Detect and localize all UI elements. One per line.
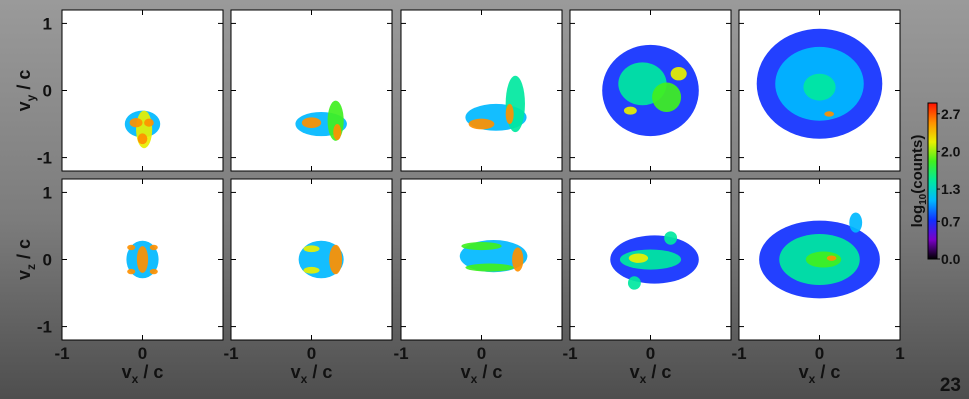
panel-r2-c3	[400, 178, 563, 341]
panel-r1-c4	[569, 9, 732, 172]
x-axis-label: vx / c	[799, 362, 841, 386]
density-blob-4	[303, 266, 320, 274]
panel-r1-c5	[738, 9, 901, 172]
x-tick-label: 0	[138, 344, 147, 363]
density-blob-3	[628, 253, 649, 263]
tick-marks	[230, 10, 393, 171]
page-number: 23	[939, 375, 961, 396]
density-blob-6	[149, 268, 158, 275]
y-tick-label: 1	[43, 183, 52, 202]
x-axis-label: vx / c	[461, 362, 503, 386]
colorbar: 2.7 2.0 1.3 0.7 0.0 log10(counts)	[909, 102, 961, 267]
density-blob-2	[136, 246, 149, 273]
tick-marks	[400, 10, 563, 171]
density-blob-3	[652, 82, 682, 112]
colorbar-scale	[927, 102, 938, 260]
y-tick-label: 0	[43, 251, 52, 270]
y-tick-label: 1	[43, 14, 52, 33]
density-blob-5	[137, 133, 148, 145]
x-tick-label: 0	[646, 344, 655, 363]
density-map	[759, 212, 880, 299]
density-map	[459, 240, 528, 273]
tick-marks	[738, 179, 901, 340]
panel-r2-c1	[61, 178, 224, 341]
density-blob-4	[824, 111, 834, 117]
density-map	[298, 240, 344, 279]
density-blob-4	[512, 247, 524, 272]
tick-marks	[61, 179, 224, 340]
density-map	[124, 110, 161, 149]
colorbar-tick-label: 2.0	[941, 143, 961, 159]
density-blob-4	[670, 67, 687, 81]
tick-marks	[230, 179, 393, 340]
density-blob-3	[805, 251, 842, 268]
density-map	[610, 231, 699, 290]
panel-r1-c1	[61, 9, 224, 172]
colorbar-tick-label: 1.3	[941, 181, 961, 197]
panel-background	[401, 10, 562, 171]
density-blob-4	[149, 244, 158, 251]
panel-r2-c2	[230, 178, 393, 341]
tick-marks	[569, 10, 732, 171]
axis-labels: 10-1vy / c10-1vz / c-1 0vx / c-1 0vx / c-1…	[14, 14, 905, 386]
colorbar-label: log10(counts)	[909, 135, 929, 228]
y-tick-label: -1	[37, 149, 52, 168]
x-axis-label: vx / c	[291, 362, 333, 386]
panel-r1-c3	[400, 9, 563, 172]
x-axis-label: vx / c	[122, 362, 164, 386]
colorbar-tick-label: 0.0	[941, 251, 961, 267]
density-blob-3	[465, 263, 514, 272]
density-blob-3	[127, 244, 136, 251]
density-blob-4	[826, 255, 837, 261]
panel-r2-c5	[738, 178, 901, 341]
tick-marks	[738, 10, 901, 171]
density-map	[602, 44, 699, 137]
density-blob-4	[627, 276, 641, 290]
density-blob-2	[329, 244, 343, 275]
colorbar-tick-label: 2.7	[941, 106, 961, 122]
y-axis-label: vz / c	[14, 239, 38, 280]
panel-background	[231, 10, 392, 171]
density-blob-4	[144, 118, 154, 127]
x-tick-label: 0	[477, 344, 486, 363]
x-tick-label: 1	[895, 344, 904, 363]
x-tick-label: 0	[815, 344, 824, 363]
tick-marks	[400, 179, 563, 340]
x-tick-label: -1	[562, 344, 577, 363]
density-blob-5	[664, 231, 678, 245]
tick-marks	[61, 10, 224, 171]
x-axis-label: vx / c	[630, 362, 672, 386]
x-tick-label: -1	[223, 344, 238, 363]
density-blob-2	[619, 249, 682, 270]
x-tick-label: 0	[307, 344, 316, 363]
y-tick-label: 0	[43, 82, 52, 101]
density-map	[126, 240, 159, 279]
density-blob-3	[803, 73, 836, 101]
density-blob-3	[301, 117, 322, 129]
density-map	[756, 28, 883, 139]
density-blob-3	[303, 245, 320, 253]
panel-grid	[61, 9, 901, 341]
x-tick-label: -1	[393, 344, 408, 363]
panel-r1-c2	[230, 9, 393, 172]
density-map	[465, 75, 527, 133]
colorbar-tick-label: 0.7	[941, 213, 961, 229]
density-blob-5	[623, 106, 637, 115]
density-blob-4	[505, 103, 514, 125]
y-axis-label: vy / c	[14, 70, 38, 112]
density-blob-5	[849, 212, 863, 233]
density-blob-5	[127, 268, 136, 275]
y-tick-label: -1	[37, 318, 52, 337]
density-blob-4	[333, 124, 342, 141]
density-blob-3	[129, 118, 143, 128]
density-map	[295, 100, 347, 141]
x-tick-label: -1	[731, 344, 746, 363]
density-blob-2	[461, 242, 502, 251]
density-blob-3	[468, 118, 495, 130]
panel-r2-c4	[569, 178, 732, 341]
x-tick-label: -1	[54, 344, 69, 363]
tick-marks	[569, 179, 732, 340]
